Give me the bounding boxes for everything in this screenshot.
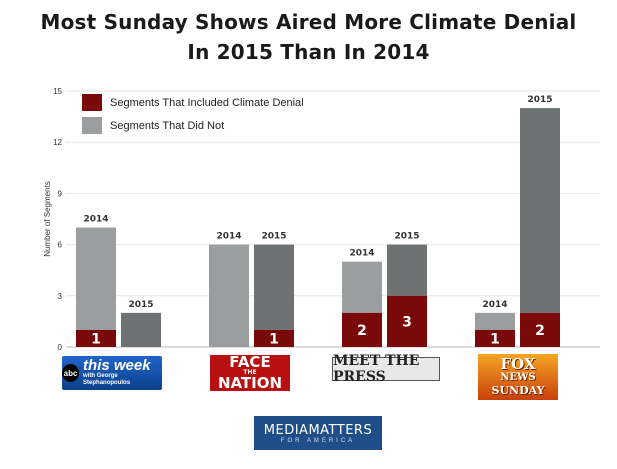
legend-label-not: Segments That Did Not — [110, 120, 224, 132]
y-tick-label: 3 — [58, 292, 63, 301]
bar-year-label: 2014 — [83, 215, 108, 225]
bar-year-label: 2014 — [349, 249, 374, 259]
fox-logo-line2: NEWS — [500, 371, 536, 383]
bar-segment-denial — [520, 312, 560, 347]
abc-network-icon: abc — [62, 364, 80, 382]
chart-title-line-2: In 2015 Than In 2014 — [187, 40, 430, 64]
y-axis-label: Number of Segments — [43, 181, 52, 257]
bar-year-label: 2014 — [482, 300, 507, 310]
bar-year-label: 2015 — [261, 232, 286, 242]
this-week-logo-subtext: with George Stephanopoulos — [83, 373, 131, 386]
bar-segment-denial — [342, 312, 382, 347]
denial-value-label: 1 — [490, 331, 500, 347]
y-tick-label: 12 — [53, 138, 62, 147]
face-nation-logo-line1: FACE — [229, 353, 271, 371]
bar-year-label: 2014 — [216, 232, 241, 242]
media-matters-logo: MEDIAMATTERS FOR AMERICA — [254, 416, 382, 450]
bar-segment-not — [342, 261, 382, 313]
meet-press-logo-text: MEET THE PRESS — [333, 353, 420, 385]
denial-value-label: 2 — [357, 323, 367, 339]
media-matters-logo-subtext: FOR AMERICA — [280, 437, 356, 444]
this-week-logo-text: this week — [83, 357, 151, 374]
legend-swatch-denial — [82, 94, 102, 111]
legend-label-denial: Segments That Included Climate Denial — [110, 97, 304, 109]
face-the-nation-logo: FACE THE NATION — [210, 355, 290, 391]
bar-segment-not — [387, 244, 427, 296]
y-tick-label: 15 — [53, 87, 62, 96]
y-tick-label: 6 — [58, 241, 63, 250]
legend-swatch-not — [82, 117, 102, 134]
bar-segment-not — [209, 244, 249, 347]
denial-value-label: 3 — [402, 314, 412, 330]
bar-segment-denial — [254, 329, 294, 347]
bar-year-label: 2015 — [394, 232, 419, 242]
meet-the-press-logo: MEET THE PRESS — [332, 353, 440, 385]
bar-year-label: 2015 — [527, 95, 552, 105]
bar-segment-not — [121, 312, 161, 347]
chart-title-line-1: Most Sunday Shows Aired More Climate Den… — [40, 10, 577, 34]
bar-segment-not — [475, 312, 515, 330]
denial-value-label: 2 — [535, 323, 545, 339]
fox-logo-line3: SUNDAY — [491, 383, 545, 397]
y-tick-label: 9 — [58, 189, 63, 198]
bar-segment-not — [254, 244, 294, 330]
fox-news-sunday-logo: FOX NEWS SUNDAY — [478, 354, 558, 400]
bar-segment-denial — [475, 329, 515, 347]
bar-segment-not — [76, 227, 116, 330]
bar-year-label: 2015 — [128, 300, 153, 310]
y-tick-label: 0 — [58, 343, 63, 352]
this-week-logo: abc this week with George Stephanopoulos — [62, 356, 162, 390]
denial-value-label: 1 — [269, 331, 279, 347]
bar-segment-not — [520, 108, 560, 313]
media-matters-logo-text: MEDIAMATTERS — [263, 422, 373, 438]
bar-segment-denial — [387, 295, 427, 347]
face-nation-logo-line2: NATION — [217, 374, 283, 392]
fox-logo-line1: FOX — [500, 354, 536, 373]
bar-segment-denial — [76, 329, 116, 347]
denial-value-label: 1 — [91, 331, 101, 347]
face-nation-logo-small: THE — [243, 369, 257, 376]
